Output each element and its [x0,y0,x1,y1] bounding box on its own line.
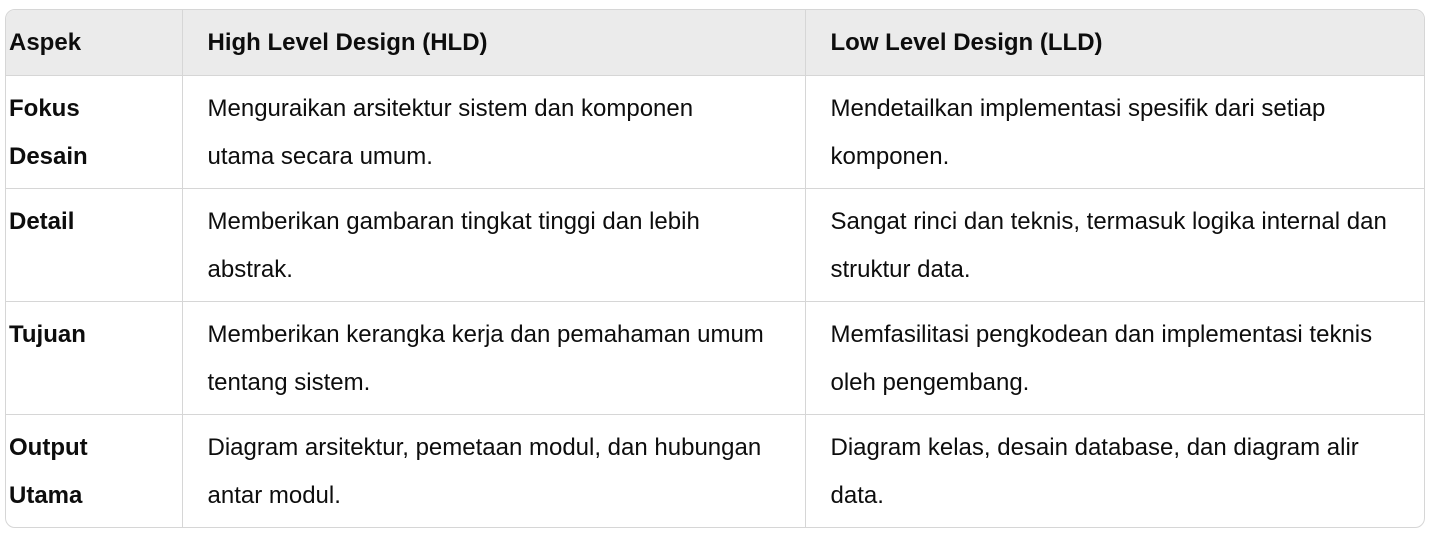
table-cell: Mendetailkan implementasi spesifik dari … [804,75,1424,189]
header-cell: Low Level Design (LLD) [804,10,1424,76]
table-cell: Menguraikan arsitektur sistem dan kompon… [181,75,805,189]
header-cell: High Level Design (HLD) [181,10,805,76]
table-container: Aspek High Level Design (HLD) Low Level … [5,9,1425,528]
row-label: Output Utama [6,414,182,527]
table-cell: Sangat rinci dan teknis, termasuk logika… [804,188,1424,302]
table-row: Fokus Desain Menguraikan arsitektur siste… [6,75,1424,189]
table-cell: Memberikan kerangka kerja dan pemahaman … [181,301,805,415]
table-cell: Memberikan gambaran tingkat tinggi dan l… [181,188,805,302]
table-cell: Diagram arsitektur, pemetaan modul, dan … [181,414,805,527]
row-label: Fokus Desain [9,95,88,170]
table-row: Tujuan Memberikan kerangka kerja dan pema… [6,301,1424,415]
row-label: Detail [6,188,182,302]
row-label: Tujuan [6,301,182,415]
table-body: Fokus Desain Menguraikan arsitektur siste… [6,75,1424,527]
header-cell: Aspek [6,10,182,76]
table-row: Detail Memberikan gambaran tingkat tinggi… [6,188,1424,302]
comparison-table: Aspek High Level Design (HLD) Low Level … [6,10,1424,527]
table-cell: Diagram kelas, desain database, dan diag… [804,414,1424,527]
table-row: Output Utama Diagram arsitektur, pemetaan… [6,414,1424,527]
header-row: Aspek High Level Design (HLD) Low Level … [6,10,1424,76]
table-cell: Memfasilitasi pengkodean dan implementas… [804,301,1424,415]
